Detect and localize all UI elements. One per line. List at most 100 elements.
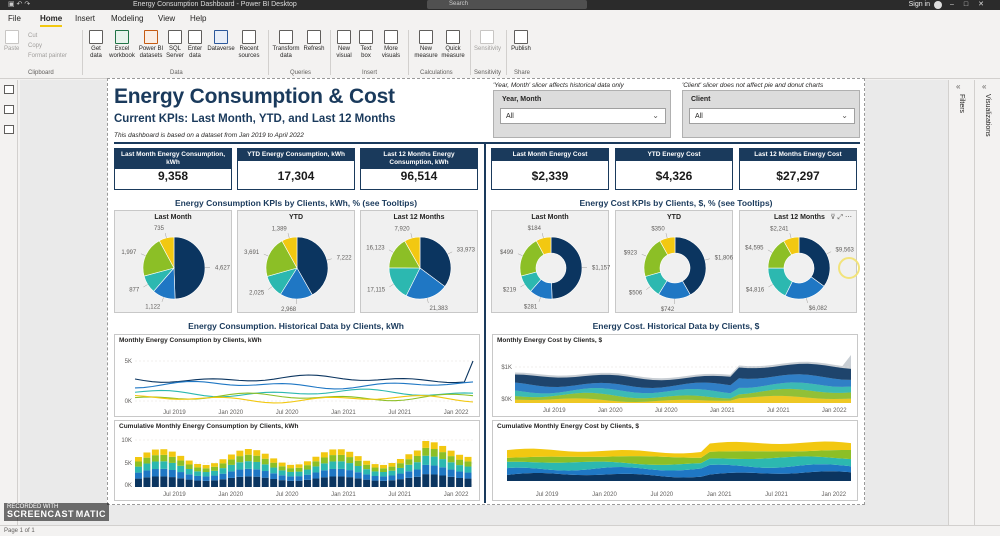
pie-slice[interactable] (783, 236, 800, 256)
column-segment[interactable] (304, 465, 311, 470)
sign-in-link[interactable]: Sign in (908, 1, 930, 8)
column-segment[interactable] (160, 454, 168, 462)
column-segment[interactable] (295, 471, 303, 477)
column-segment[interactable] (329, 476, 337, 487)
column-segment[interactable] (439, 452, 447, 460)
column-segment[interactable] (388, 475, 396, 481)
column-segment[interactable] (211, 475, 218, 481)
pie-slice[interactable] (798, 236, 831, 287)
column-segment[interactable] (413, 462, 421, 470)
refresh-button[interactable]: Refresh (302, 30, 326, 53)
chevron-left-icon[interactable]: « (956, 82, 961, 91)
column-segment[interactable] (405, 454, 413, 460)
column-segment[interactable] (346, 457, 354, 464)
column-segment[interactable] (168, 456, 176, 463)
column-segment[interactable] (413, 455, 421, 463)
column-segment[interactable] (346, 477, 354, 487)
pie-slice[interactable] (405, 267, 446, 300)
column-segment[interactable] (304, 479, 311, 487)
kpi-card[interactable]: Last 12 Months Energy Cost $27,297 (739, 148, 857, 190)
year-month-dropdown[interactable]: All ⌄ (500, 108, 666, 124)
column-segment[interactable] (253, 476, 261, 487)
transform-data-button[interactable]: Transform data (272, 30, 300, 60)
column-segment[interactable] (211, 463, 218, 467)
column-segment[interactable] (456, 471, 464, 478)
column-segment[interactable] (287, 464, 295, 469)
pie-slice[interactable] (296, 236, 329, 296)
column-segment[interactable] (312, 461, 320, 467)
column-segment[interactable] (227, 459, 235, 465)
column-segment[interactable] (371, 464, 379, 468)
column-segment[interactable] (371, 467, 379, 472)
pie-chart-visual[interactable]: Last Month 4,627 1,122 877 1,997 735 (114, 210, 232, 313)
column-segment[interactable] (194, 467, 202, 472)
column-segment[interactable] (202, 480, 210, 487)
column-segment[interactable] (270, 462, 278, 468)
area-series[interactable] (515, 363, 851, 389)
column-segment[interactable] (405, 459, 413, 465)
column-segment[interactable] (194, 471, 202, 476)
get-data-button[interactable]: Get data (88, 30, 104, 60)
column-segment[interactable] (430, 465, 438, 475)
series-line[interactable] (134, 360, 474, 384)
series-line[interactable] (134, 380, 474, 390)
column-segment[interactable] (287, 471, 295, 477)
column-segment[interactable] (422, 464, 430, 475)
column-segment[interactable] (396, 479, 404, 487)
pie-chart-visual[interactable]: Last 12 Months 33,973 21,383 17,115 16,123 7,… (360, 210, 478, 313)
enter-data-button[interactable]: Enter data (186, 30, 204, 60)
recent-sources-button[interactable]: Recent sources (236, 30, 262, 60)
column-segment[interactable] (396, 463, 404, 468)
column-segment[interactable] (295, 464, 303, 468)
window-controls[interactable]: –□✕ (950, 1, 994, 8)
column-segment[interactable] (177, 472, 185, 479)
donut-chart-visual[interactable]: Last 12 Months $9,563 $6,082 $4,816 $4,595 $2… (739, 210, 857, 313)
column-segment[interactable] (329, 468, 337, 477)
column-segment[interactable] (287, 468, 295, 472)
visualizations-pane[interactable]: « Visualizations (974, 80, 1000, 525)
column-segment[interactable] (135, 472, 142, 479)
column-segment[interactable] (202, 476, 210, 481)
column-segment[interactable] (211, 466, 218, 471)
column-segment[interactable] (219, 473, 227, 480)
column-segment[interactable] (236, 462, 244, 470)
column-segment[interactable] (422, 441, 430, 448)
column-segment[interactable] (464, 466, 472, 473)
column-segment[interactable] (244, 449, 252, 455)
column-segment[interactable] (261, 453, 269, 459)
column-segment[interactable] (151, 449, 159, 456)
column-segment[interactable] (135, 466, 142, 473)
copy-button[interactable]: Copy (28, 43, 43, 49)
column-segment[interactable] (464, 472, 472, 479)
column-segment[interactable] (160, 449, 168, 455)
column-segment[interactable] (388, 470, 396, 476)
column-segment[interactable] (464, 461, 472, 467)
more-visuals-button[interactable]: More visuals (378, 30, 404, 60)
column-segment[interactable] (464, 456, 472, 462)
excel-workbook-button[interactable]: Excel workbook (108, 30, 136, 60)
column-segment[interactable] (363, 460, 371, 465)
column-segment[interactable] (354, 478, 362, 487)
column-segment[interactable] (447, 450, 455, 457)
pie-slice[interactable] (674, 236, 707, 296)
column-segment[interactable] (304, 461, 311, 466)
column-segment[interactable] (388, 463, 396, 467)
column-segment[interactable] (219, 463, 227, 469)
column-segment[interactable] (151, 476, 159, 487)
column-segment[interactable] (135, 478, 142, 487)
pie-slice[interactable] (158, 236, 175, 269)
column-segment[interactable] (177, 465, 185, 473)
column-segment[interactable] (320, 457, 328, 464)
area-series[interactable] (515, 374, 851, 394)
column-segment[interactable] (168, 477, 176, 487)
column-segment[interactable] (185, 474, 193, 480)
column-segment[interactable] (312, 466, 320, 473)
column-segment[interactable] (439, 459, 447, 468)
column-segment[interactable] (236, 450, 244, 457)
column-segment[interactable] (380, 468, 387, 473)
column-segment[interactable] (354, 456, 362, 461)
tab-view[interactable]: View (158, 14, 176, 23)
pie-slice[interactable] (142, 240, 175, 277)
column-segment[interactable] (456, 454, 464, 460)
column-segment[interactable] (244, 476, 252, 487)
